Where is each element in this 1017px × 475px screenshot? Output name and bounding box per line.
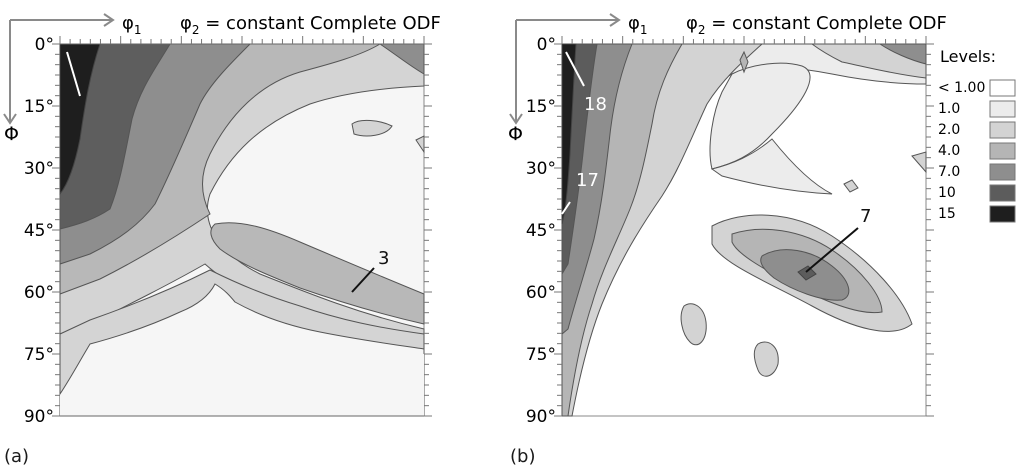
ytick-label: 0° bbox=[35, 35, 54, 55]
header-phi2-b: φ2 = constant Complete ODF bbox=[686, 13, 947, 37]
ytick-label: 90° bbox=[526, 407, 556, 427]
ytick-label: 75° bbox=[24, 345, 54, 365]
legend-entry-label: < 1.00 bbox=[938, 80, 985, 96]
legend-swatch bbox=[989, 205, 1016, 223]
ytick-label: 15° bbox=[526, 97, 556, 117]
ytick-label: 75° bbox=[526, 345, 556, 365]
ytick-label: 45° bbox=[24, 221, 54, 241]
annotation-line-18-b bbox=[565, 51, 585, 87]
y-tick-labels-a: 0° 15° 30° 45° 60° 75° 90° bbox=[24, 35, 54, 427]
panel-label-b: (b) bbox=[510, 446, 536, 467]
contour-map-b: 18 17 7 bbox=[554, 36, 934, 417]
ytick-label: 60° bbox=[526, 283, 556, 303]
panel-a: φ1 φ2 = constant Complete ODF Φ bbox=[3, 13, 441, 427]
phi-arrowhead-a bbox=[3, 113, 17, 125]
ytick-label: 60° bbox=[24, 283, 54, 303]
annotation-label-a: 3 bbox=[378, 248, 389, 269]
legend-swatch bbox=[989, 121, 1016, 139]
contour-map-a: 3 bbox=[52, 36, 432, 417]
phi-arrowhead-b bbox=[509, 113, 523, 125]
panel-b: φ1 φ2 = constant Complete ODF Φ bbox=[508, 13, 1016, 427]
legend-swatch bbox=[989, 79, 1016, 97]
legend-swatch bbox=[989, 184, 1016, 202]
legend-swatch bbox=[989, 142, 1016, 160]
ytick-label: 90° bbox=[24, 407, 54, 427]
y-tick-labels-b: 0° 15° 30° 45° 60° 75° 90° bbox=[526, 35, 556, 427]
annotation-line-17-b bbox=[561, 201, 571, 215]
annotation-line-0-a bbox=[66, 51, 81, 97]
legend-entry-label: 2.0 bbox=[938, 122, 960, 138]
axis-ticks bbox=[52, 36, 432, 417]
ytick-label: 30° bbox=[24, 159, 54, 179]
phi1-arrowhead-b bbox=[609, 13, 621, 27]
phi1-arrowhead-a bbox=[103, 13, 115, 27]
ytick-label: 0° bbox=[537, 35, 556, 55]
annotation-label-b-18: 18 bbox=[584, 94, 607, 115]
legend-entry-label: 1.0 bbox=[938, 101, 960, 117]
legend-swatch bbox=[989, 163, 1016, 181]
legend-entry-label: 10 bbox=[938, 185, 956, 201]
header-phi1-a: φ1 bbox=[122, 13, 142, 37]
axis-ticks bbox=[554, 36, 934, 417]
annotation-line-7-b bbox=[805, 227, 859, 273]
phi-axis-label-b: Φ bbox=[508, 123, 523, 145]
phi-axis-label-a: Φ bbox=[4, 123, 19, 145]
legend-title: Levels: bbox=[940, 47, 996, 66]
header-phi1-b: φ1 bbox=[628, 13, 648, 37]
legend-entry-label: 7.0 bbox=[938, 164, 960, 180]
levels-legend: Levels: < 1.00 1.0 2.0 4.0 7.0 10 15 bbox=[938, 47, 1016, 223]
ytick-label: 45° bbox=[526, 221, 556, 241]
annotation-label-b-17: 17 bbox=[576, 170, 599, 191]
annotation-label-b-7: 7 bbox=[860, 206, 871, 227]
ytick-label: 30° bbox=[526, 159, 556, 179]
legend-entry-label: 15 bbox=[938, 206, 956, 222]
panel-label-a: (a) bbox=[4, 446, 30, 467]
legend-items: < 1.00 1.0 2.0 4.0 7.0 10 15 bbox=[938, 79, 1016, 223]
ytick-label: 15° bbox=[24, 97, 54, 117]
annotation-line-3-a bbox=[351, 267, 375, 293]
legend-entry-label: 4.0 bbox=[938, 143, 960, 159]
header-phi2-a: φ2 = constant Complete ODF bbox=[180, 13, 441, 37]
legend-swatch bbox=[989, 100, 1016, 118]
